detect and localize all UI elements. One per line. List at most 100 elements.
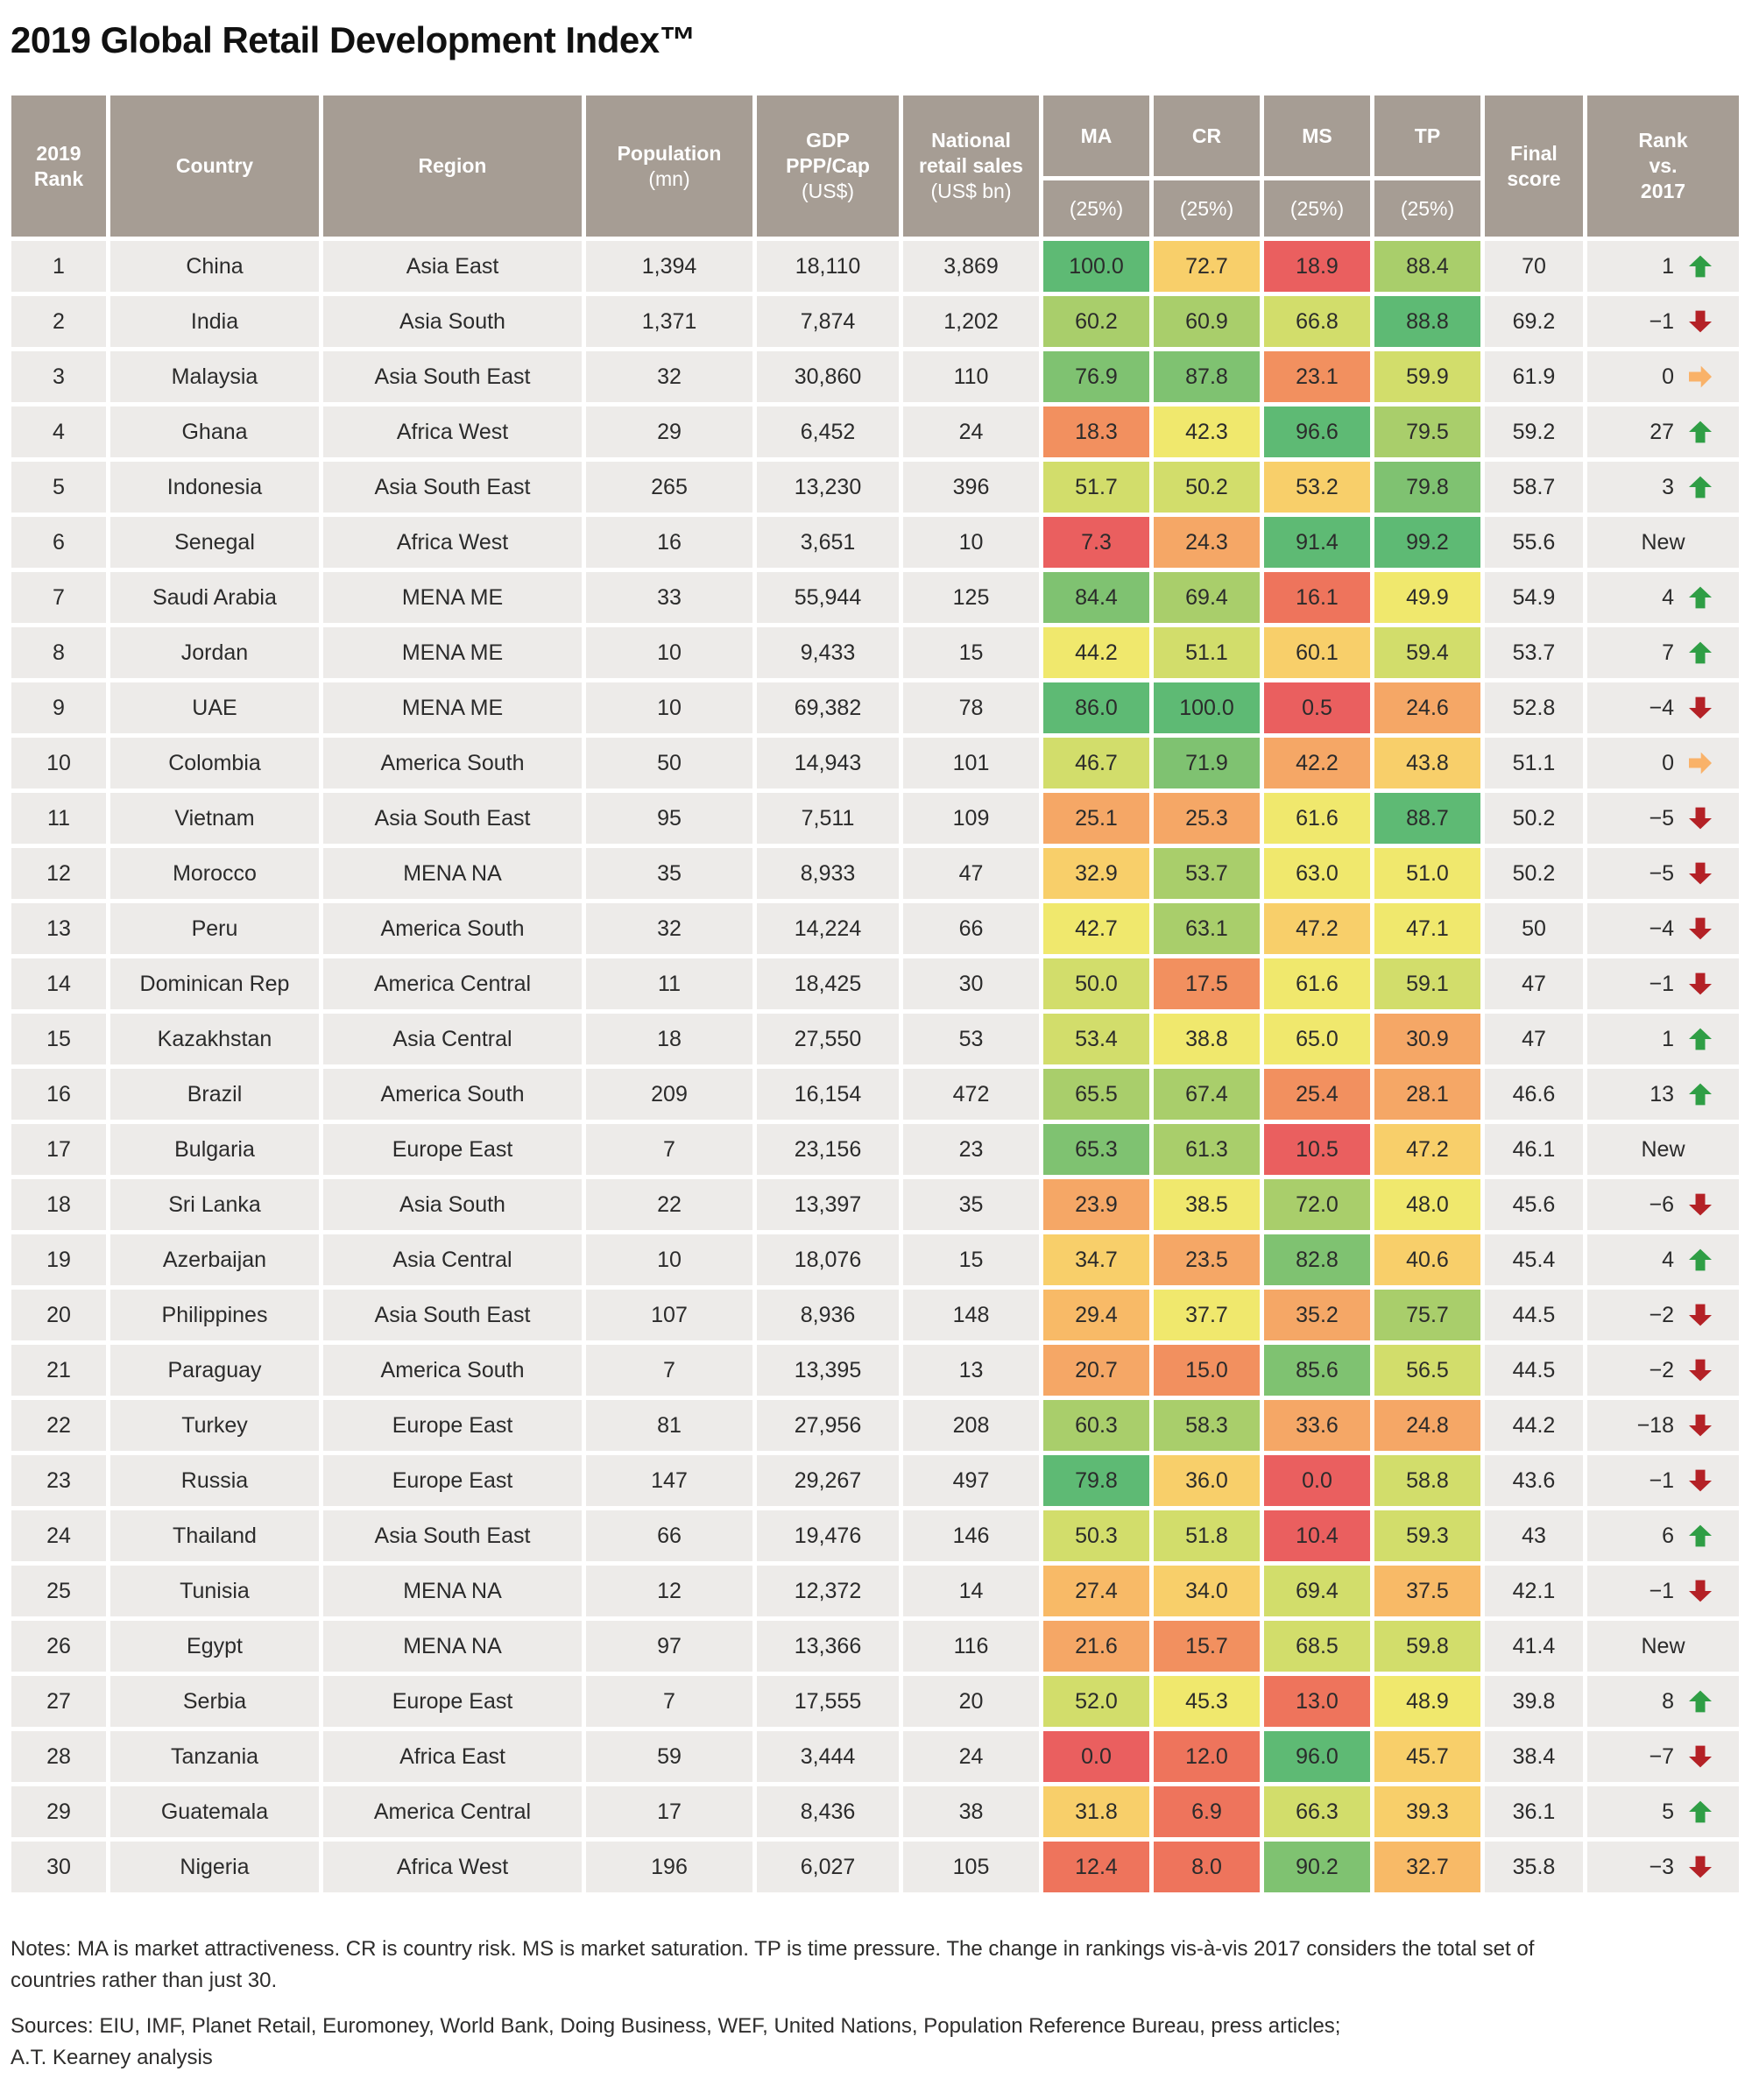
- final-score-cell: 59.2: [1485, 407, 1583, 457]
- gdp-cell: 13,397: [757, 1179, 899, 1230]
- score-cell-cr: 71.9: [1154, 738, 1260, 788]
- rank-change-value: 6: [1662, 1523, 1674, 1548]
- population-cell: 10: [586, 1234, 752, 1285]
- country-cell: Malaysia: [110, 351, 319, 402]
- score-cell-ma: 42.7: [1043, 903, 1149, 954]
- score-cell-ma: 60.2: [1043, 296, 1149, 347]
- rank-change-cell: 0: [1587, 351, 1739, 402]
- score-cell-tp: 51.0: [1374, 848, 1480, 899]
- table-row: 22 Turkey Europe East 81 27,956 208 60.3 58.3 33…: [11, 1400, 1739, 1451]
- country-cell: UAE: [110, 682, 319, 733]
- table-body: 1 China Asia East 1,394 18,110 3,869 100.0 72.7…: [11, 241, 1739, 1892]
- score-cell-ms: 0.0: [1264, 1455, 1370, 1506]
- score-cell-ma: 44.2: [1043, 627, 1149, 678]
- table-row: 11 Vietnam Asia South East 95 7,511 109 25.1 25…: [11, 793, 1739, 844]
- score-cell-ma: 65.3: [1043, 1124, 1149, 1175]
- table-row: 27 Serbia Europe East 7 17,555 20 52.0 45.3 13.0…: [11, 1676, 1739, 1727]
- rank-change: 4: [1591, 1248, 1735, 1273]
- final-score-cell: 35.8: [1485, 1842, 1583, 1892]
- rank-change-value: New: [1641, 1136, 1685, 1162]
- score-cell-ms: 68.5: [1264, 1621, 1370, 1672]
- score-cell-ms: 53.2: [1264, 462, 1370, 513]
- table-row: 2 India Asia South 1,371 7,874 1,202 60.2 60.9 6…: [11, 296, 1739, 347]
- region-cell: Asia South East: [323, 462, 582, 513]
- population-cell: 7: [586, 1124, 752, 1175]
- country-cell: Indonesia: [110, 462, 319, 513]
- rank-change: −4: [1591, 696, 1735, 721]
- score-cell-tp: 47.1: [1374, 903, 1480, 954]
- table-row: 19 Azerbaijan Asia Central 10 18,076 15 34.7 23…: [11, 1234, 1739, 1285]
- population-cell: 18: [586, 1014, 752, 1064]
- final-score-cell: 53.7: [1485, 627, 1583, 678]
- score-cell-cr: 50.2: [1154, 462, 1260, 513]
- score-cell-tp: 37.5: [1374, 1566, 1480, 1616]
- rank-change-cell: 4: [1587, 572, 1739, 623]
- score-cell-tp: 28.1: [1374, 1069, 1480, 1120]
- gdp-cell: 69,382: [757, 682, 899, 733]
- country-cell: Sri Lanka: [110, 1179, 319, 1230]
- retail-sales-cell: 10: [903, 517, 1039, 568]
- grdi-table: 2019 Rank Country Region Population (mn)…: [7, 91, 1743, 1897]
- rank-change-cell: New: [1587, 1621, 1739, 1672]
- population-cell: 12: [586, 1566, 752, 1616]
- score-cell-ms: 35.2: [1264, 1290, 1370, 1340]
- retail-sales-cell: 472: [903, 1069, 1039, 1120]
- rank-change-cell: −3: [1587, 1842, 1739, 1892]
- rank-cell: 7: [11, 572, 106, 623]
- col-subheader-cr-weight: (25%): [1154, 180, 1260, 237]
- score-cell-ma: 60.3: [1043, 1400, 1149, 1451]
- table-row: 5 Indonesia Asia South East 265 13,230 396 51.…: [11, 462, 1739, 513]
- rank-cell: 4: [11, 407, 106, 457]
- retail-sales-cell: 146: [903, 1510, 1039, 1561]
- score-cell-cr: 15.7: [1154, 1621, 1260, 1672]
- col-header-final-score: Final score: [1485, 95, 1583, 237]
- final-score-cell: 47: [1485, 958, 1583, 1009]
- country-cell: India: [110, 296, 319, 347]
- col-header-ms: MS: [1264, 95, 1370, 176]
- score-cell-cr: 6.9: [1154, 1786, 1260, 1837]
- footnotes: Notes: MA is market attractiveness. CR i…: [11, 1934, 1587, 2074]
- score-cell-cr: 34.0: [1154, 1566, 1260, 1616]
- score-cell-tp: 88.7: [1374, 793, 1480, 844]
- population-cell: 209: [586, 1069, 752, 1120]
- region-cell: Europe East: [323, 1124, 582, 1175]
- col-subheader-tp-weight: (25%): [1374, 180, 1480, 237]
- population-cell: 11: [586, 958, 752, 1009]
- rank-change: 8: [1591, 1689, 1735, 1715]
- retail-sales-cell: 23: [903, 1124, 1039, 1175]
- rank-change-cell: −5: [1587, 848, 1739, 899]
- rank-cell: 21: [11, 1345, 106, 1396]
- rank-down-icon: [1689, 1745, 1712, 1768]
- score-cell-ms: 72.0: [1264, 1179, 1370, 1230]
- rank-change: 0: [1591, 751, 1735, 776]
- rank-change-cell: −5: [1587, 793, 1739, 844]
- retail-sales-cell: 105: [903, 1842, 1039, 1892]
- country-cell: Serbia: [110, 1676, 319, 1727]
- score-cell-ma: 76.9: [1043, 351, 1149, 402]
- final-score-cell: 44.5: [1485, 1290, 1583, 1340]
- rank-down-icon: [1689, 917, 1712, 940]
- population-cell: 7: [586, 1345, 752, 1396]
- rank-change-value: −2: [1649, 1302, 1674, 1327]
- population-cell: 196: [586, 1842, 752, 1892]
- rank-change-cell: −1: [1587, 1455, 1739, 1506]
- region-cell: MENA ME: [323, 682, 582, 733]
- score-cell-cr: 42.3: [1154, 407, 1260, 457]
- country-cell: Egypt: [110, 1621, 319, 1672]
- table-row: 29 Guatemala America Central 17 8,436 38 31.8 6…: [11, 1786, 1739, 1837]
- score-cell-ma: 79.8: [1043, 1455, 1149, 1506]
- population-cell: 107: [586, 1290, 752, 1340]
- score-cell-tp: 48.0: [1374, 1179, 1480, 1230]
- rank-cell: 27: [11, 1676, 106, 1727]
- gdp-cell: 13,366: [757, 1621, 899, 1672]
- rank-change-value: −3: [1649, 1854, 1674, 1879]
- population-cell: 147: [586, 1455, 752, 1506]
- region-cell: MENA ME: [323, 572, 582, 623]
- table-row: 10 Colombia America South 50 14,943 101 46.7 71…: [11, 738, 1739, 788]
- rank-change-value: 0: [1662, 364, 1674, 389]
- score-cell-ms: 42.2: [1264, 738, 1370, 788]
- notes-text: Notes: MA is market attractiveness. CR i…: [11, 1937, 1535, 1992]
- rank-cell: 12: [11, 848, 106, 899]
- table-row: 28 Tanzania Africa East 59 3,444 24 0.0 12.0 96.…: [11, 1731, 1739, 1782]
- rank-change-cell: 13: [1587, 1069, 1739, 1120]
